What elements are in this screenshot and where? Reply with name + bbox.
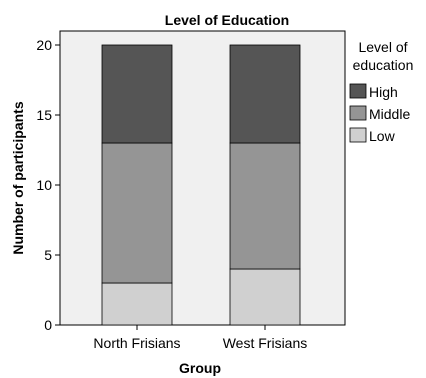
legend-items: High Middle Low bbox=[349, 83, 410, 144]
legend-swatch-high bbox=[349, 83, 367, 99]
y-axis-label: Number of participants bbox=[10, 101, 26, 254]
y-axis: 0 5 10 15 20 bbox=[36, 37, 60, 333]
legend-swatch-middle bbox=[349, 105, 367, 121]
legend-label-middle: Middle bbox=[369, 106, 410, 122]
legend-label-high: High bbox=[369, 84, 398, 100]
y-tick-label-0: 0 bbox=[44, 317, 52, 333]
legend-swatch-low bbox=[349, 127, 367, 143]
y-tick-label-15: 15 bbox=[36, 107, 52, 123]
legend-label-low: Low bbox=[369, 128, 396, 144]
x-axis: North Frisians West Frisians bbox=[93, 325, 307, 351]
x-tick-label-west-frisians: West Frisians bbox=[223, 335, 308, 351]
y-tick-label-20: 20 bbox=[36, 37, 52, 53]
bar-west-frisians-high bbox=[229, 44, 301, 144]
legend-title-line-2: education bbox=[353, 57, 414, 73]
bar-north-frisians-middle bbox=[101, 142, 173, 284]
chart-title: Level of Education bbox=[165, 12, 289, 28]
bar-north-frisians-high bbox=[101, 44, 173, 144]
x-axis-label: Group bbox=[179, 360, 221, 376]
legend-title-line-1: Level of bbox=[358, 39, 407, 55]
bar-west-frisians-low bbox=[229, 268, 301, 326]
y-tick-label-10: 10 bbox=[36, 177, 52, 193]
x-tick-label-north-frisians: North Frisians bbox=[93, 335, 180, 351]
bar-north-frisians-low bbox=[101, 282, 173, 326]
y-tick-label-5: 5 bbox=[44, 247, 52, 263]
bar-west-frisians-middle bbox=[229, 142, 301, 270]
bars-layer bbox=[101, 44, 301, 326]
legend: Level of education High Middle Low bbox=[349, 39, 414, 144]
